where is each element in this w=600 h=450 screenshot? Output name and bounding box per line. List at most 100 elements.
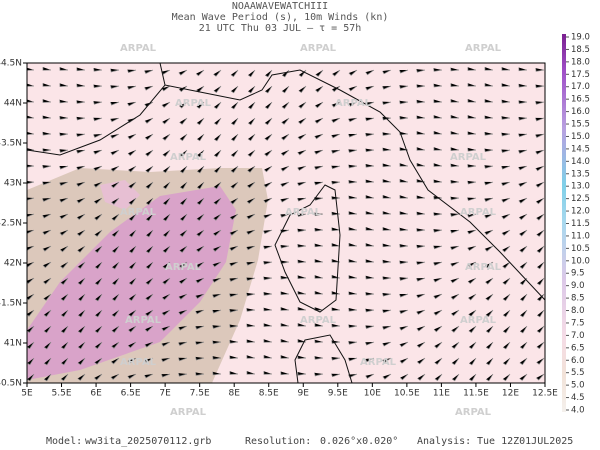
wind-barb: [128, 293, 137, 302]
wind-barb: [450, 115, 460, 119]
wind-barb: [484, 83, 494, 87]
wind-barb: [519, 277, 528, 286]
wind-barb: [348, 180, 358, 184]
wind-barb: [484, 261, 494, 269]
wind-barb: [467, 213, 477, 218]
wind-barb: [331, 243, 341, 247]
watermark: ARPAL: [335, 98, 372, 109]
colorbar-label: 5.5: [571, 368, 585, 378]
wind-barb: [365, 227, 375, 231]
wind-barb: [399, 85, 409, 89]
wind-barb: [246, 261, 256, 266]
wind-barb: [280, 213, 290, 218]
wind-barb: [450, 213, 460, 217]
wind-barb: [501, 149, 511, 153]
wind-barb: [93, 197, 103, 205]
lon-label: 5.5E: [52, 389, 72, 399]
wind-barb: [297, 149, 307, 156]
wind-barb: [485, 341, 494, 350]
wind-barb: [298, 117, 307, 125]
wind-barb: [229, 245, 239, 252]
wind-barb: [264, 133, 273, 141]
footer-model-label: Model:: [46, 436, 82, 447]
wind-barb: [27, 341, 35, 350]
wind-barb: [195, 325, 205, 330]
wind-barb: [127, 149, 137, 157]
wind-barb: [229, 261, 239, 267]
wind-barb: [486, 373, 494, 382]
wind-barb: [467, 99, 477, 103]
wind-barb: [399, 309, 409, 315]
wind-barb: [213, 165, 222, 174]
wind-barb: [78, 309, 86, 318]
wind-barb: [501, 99, 511, 104]
wind-barb: [246, 292, 256, 297]
wind-barb: [264, 85, 273, 94]
wind-barb: [110, 149, 120, 156]
wind-barb: [59, 229, 69, 236]
wind-barb: [180, 181, 188, 190]
wind-barb: [110, 85, 120, 89]
wind-barb: [365, 117, 375, 122]
wind-barb: [178, 309, 188, 316]
wind-barb: [314, 372, 324, 377]
wind-barb: [535, 84, 545, 89]
wind-barb: [416, 244, 426, 249]
wind-barb: [519, 229, 528, 237]
wind-barb: [229, 309, 239, 313]
wind-barb: [450, 261, 460, 267]
wind-barb: [501, 197, 511, 203]
wind-barb: [382, 69, 392, 75]
colorbar-label: 6.0: [571, 356, 585, 366]
coastline: [27, 69, 545, 301]
wind-barb: [314, 307, 324, 311]
wind-barb: [280, 323, 290, 327]
wind-barb: [129, 245, 137, 254]
lat-label: 43.5N: [0, 139, 22, 149]
wind-barb: [111, 325, 120, 333]
wind-barb: [43, 373, 52, 382]
wind-barb: [399, 357, 409, 364]
wind-barb: [230, 69, 239, 78]
wind-barb: [281, 133, 290, 141]
wind-barb: [43, 293, 52, 301]
wind-barb: [212, 277, 222, 283]
wind-barb: [144, 85, 154, 91]
wind-barb: [331, 149, 341, 154]
wind-barb: [60, 277, 69, 285]
wind-barb: [314, 117, 324, 124]
wind-barb: [263, 229, 273, 235]
wind-barb: [77, 245, 86, 253]
wind-barb: [314, 101, 324, 109]
watermark: ARPAL: [300, 43, 337, 54]
wind-barb: [536, 341, 545, 350]
wind-barb: [76, 165, 86, 171]
wind-barb: [110, 117, 120, 123]
wind-barb: [43, 277, 52, 285]
wind-barb: [94, 213, 103, 221]
wind-barb: [212, 356, 222, 360]
wind-barb: [161, 357, 171, 363]
colorbar-label: 4.0: [571, 406, 585, 416]
wind-barb: [229, 293, 239, 298]
watermark: ARPAL: [360, 357, 397, 368]
wind-barb: [348, 341, 358, 345]
wind-barb: [399, 116, 409, 120]
wind-barb: [331, 307, 341, 312]
wind-barb: [196, 229, 205, 237]
wind-barb: [27, 164, 35, 168]
wind-barb: [297, 228, 307, 233]
wind-barb: [60, 373, 69, 382]
wind-barb: [76, 181, 86, 187]
wind-barb: [314, 259, 324, 263]
wind-barb: [433, 277, 443, 283]
wind-barb: [229, 229, 239, 236]
wind-barb: [382, 179, 392, 183]
wind-barb: [502, 325, 511, 334]
wind-barb: [536, 261, 545, 270]
wind-barb: [94, 357, 103, 365]
wind-barb: [484, 213, 494, 219]
wind-barb: [416, 69, 426, 73]
wind-barb: [263, 371, 273, 375]
wind-barb: [502, 245, 511, 253]
